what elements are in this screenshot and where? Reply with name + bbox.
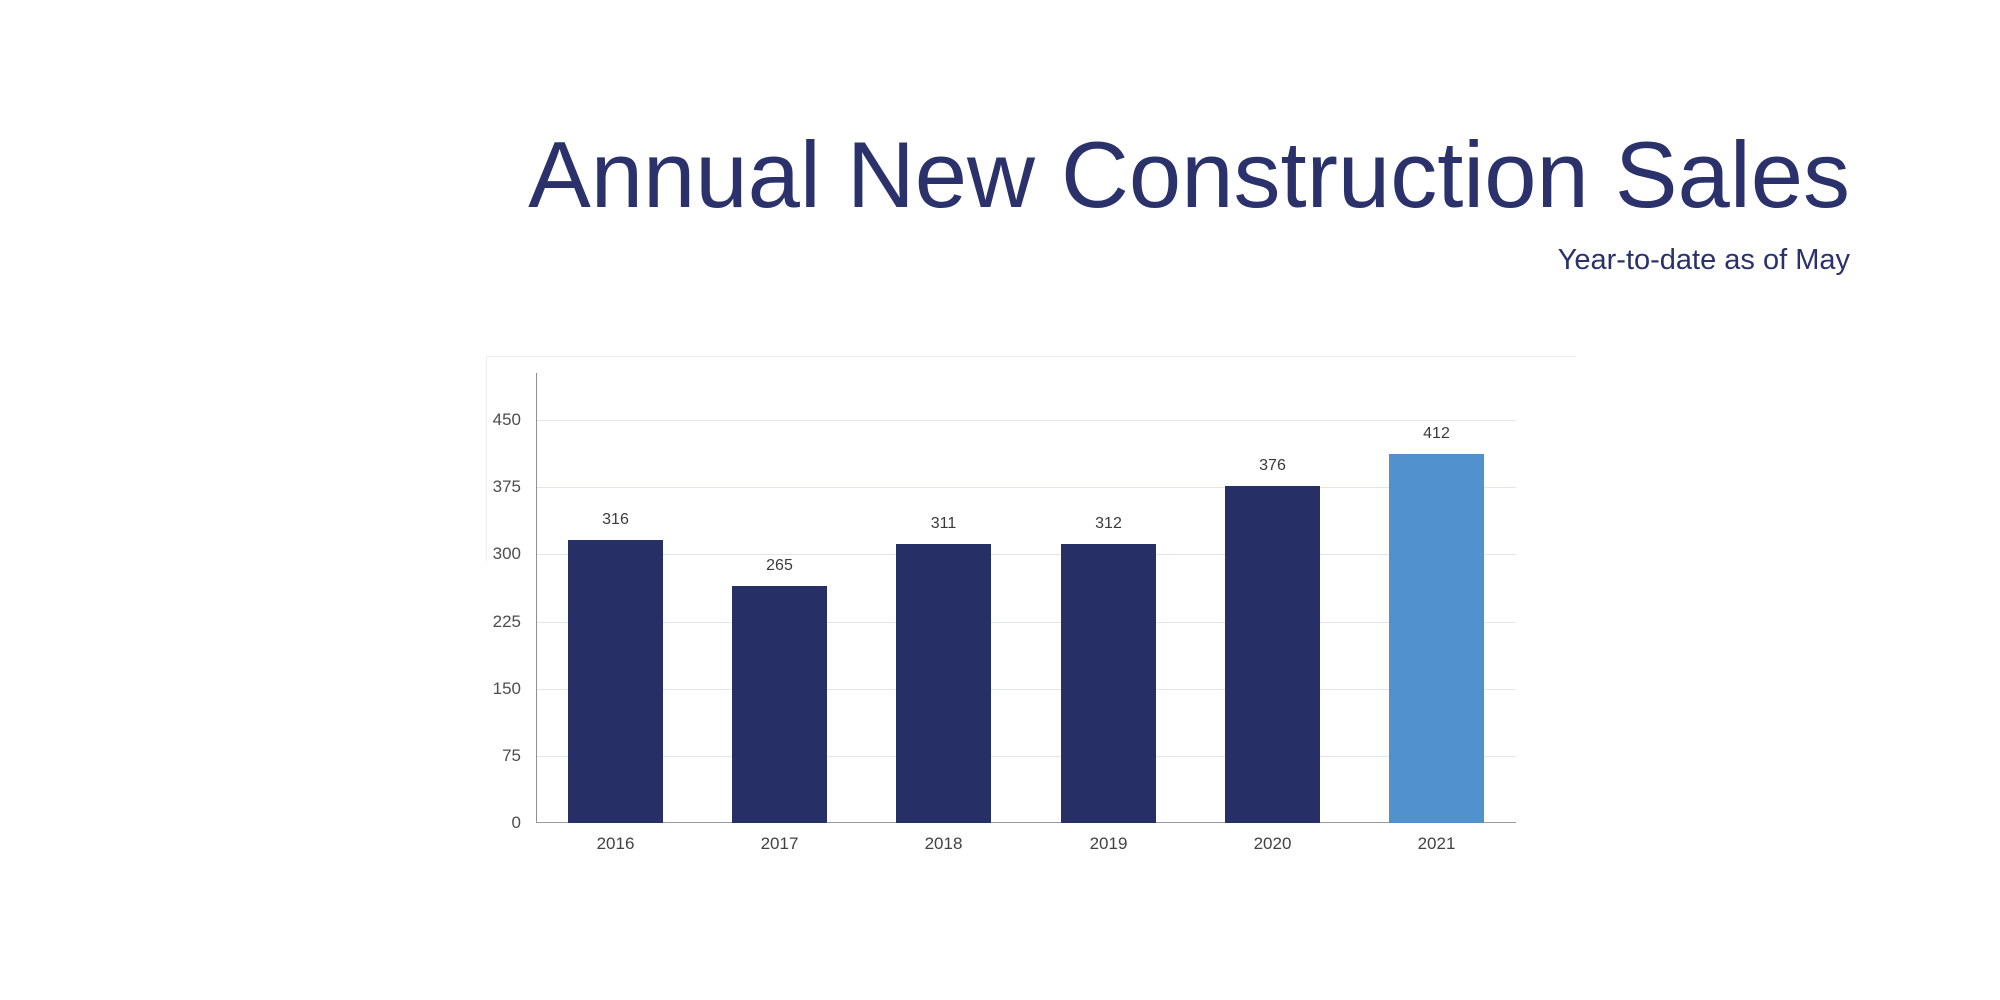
bar-2019 xyxy=(1061,544,1156,823)
x-axis-tick-label: 2019 xyxy=(1089,834,1128,853)
bar-value-label: 412 xyxy=(1423,425,1450,442)
chart-subtitle: Year-to-date as of May xyxy=(1557,244,1850,276)
gridline-375 xyxy=(537,487,1516,489)
bar-2016 xyxy=(568,540,663,823)
x-axis-tick-label: 2017 xyxy=(760,834,799,853)
panel-border-left xyxy=(486,356,487,561)
bar-value-label: 376 xyxy=(1259,457,1286,474)
x-axis-line xyxy=(535,822,1516,823)
y-axis-tick-label: 0 xyxy=(511,813,521,832)
bar-2021 xyxy=(1389,454,1484,823)
y-axis-tick-label: 300 xyxy=(492,544,521,564)
gridline-225 xyxy=(537,621,1516,623)
y-axis-tick-label: 375 xyxy=(492,477,521,497)
x-axis-tick-label: 2016 xyxy=(596,834,635,853)
gridline-150 xyxy=(537,688,1516,690)
y-axis-tick-label: 450 xyxy=(492,410,521,429)
gridline-300 xyxy=(537,554,1516,556)
chart-title: Annual New Construction Sales xyxy=(528,122,1850,227)
y-axis-tick-label: 225 xyxy=(492,611,521,631)
x-axis-tick-label: 2020 xyxy=(1253,834,1292,853)
bar-2018 xyxy=(896,544,991,823)
gridline-75 xyxy=(537,755,1516,757)
panel-border-top xyxy=(486,356,1576,357)
x-axis-tick-label: 2018 xyxy=(924,834,963,853)
y-axis-tick-label: 75 xyxy=(502,745,521,765)
x-axis-tick-label: 2021 xyxy=(1417,834,1456,853)
gridline-450 xyxy=(537,420,1516,421)
bar-value-label: 265 xyxy=(766,557,793,574)
bar-value-label: 316 xyxy=(602,511,629,528)
bar-2020 xyxy=(1225,486,1320,823)
y-axis-line xyxy=(535,373,537,823)
bar-value-label: 311 xyxy=(930,515,957,532)
y-axis-tick-label: 150 xyxy=(492,678,521,698)
bar-value-label: 312 xyxy=(1095,515,1122,532)
bar-2017 xyxy=(732,586,827,823)
